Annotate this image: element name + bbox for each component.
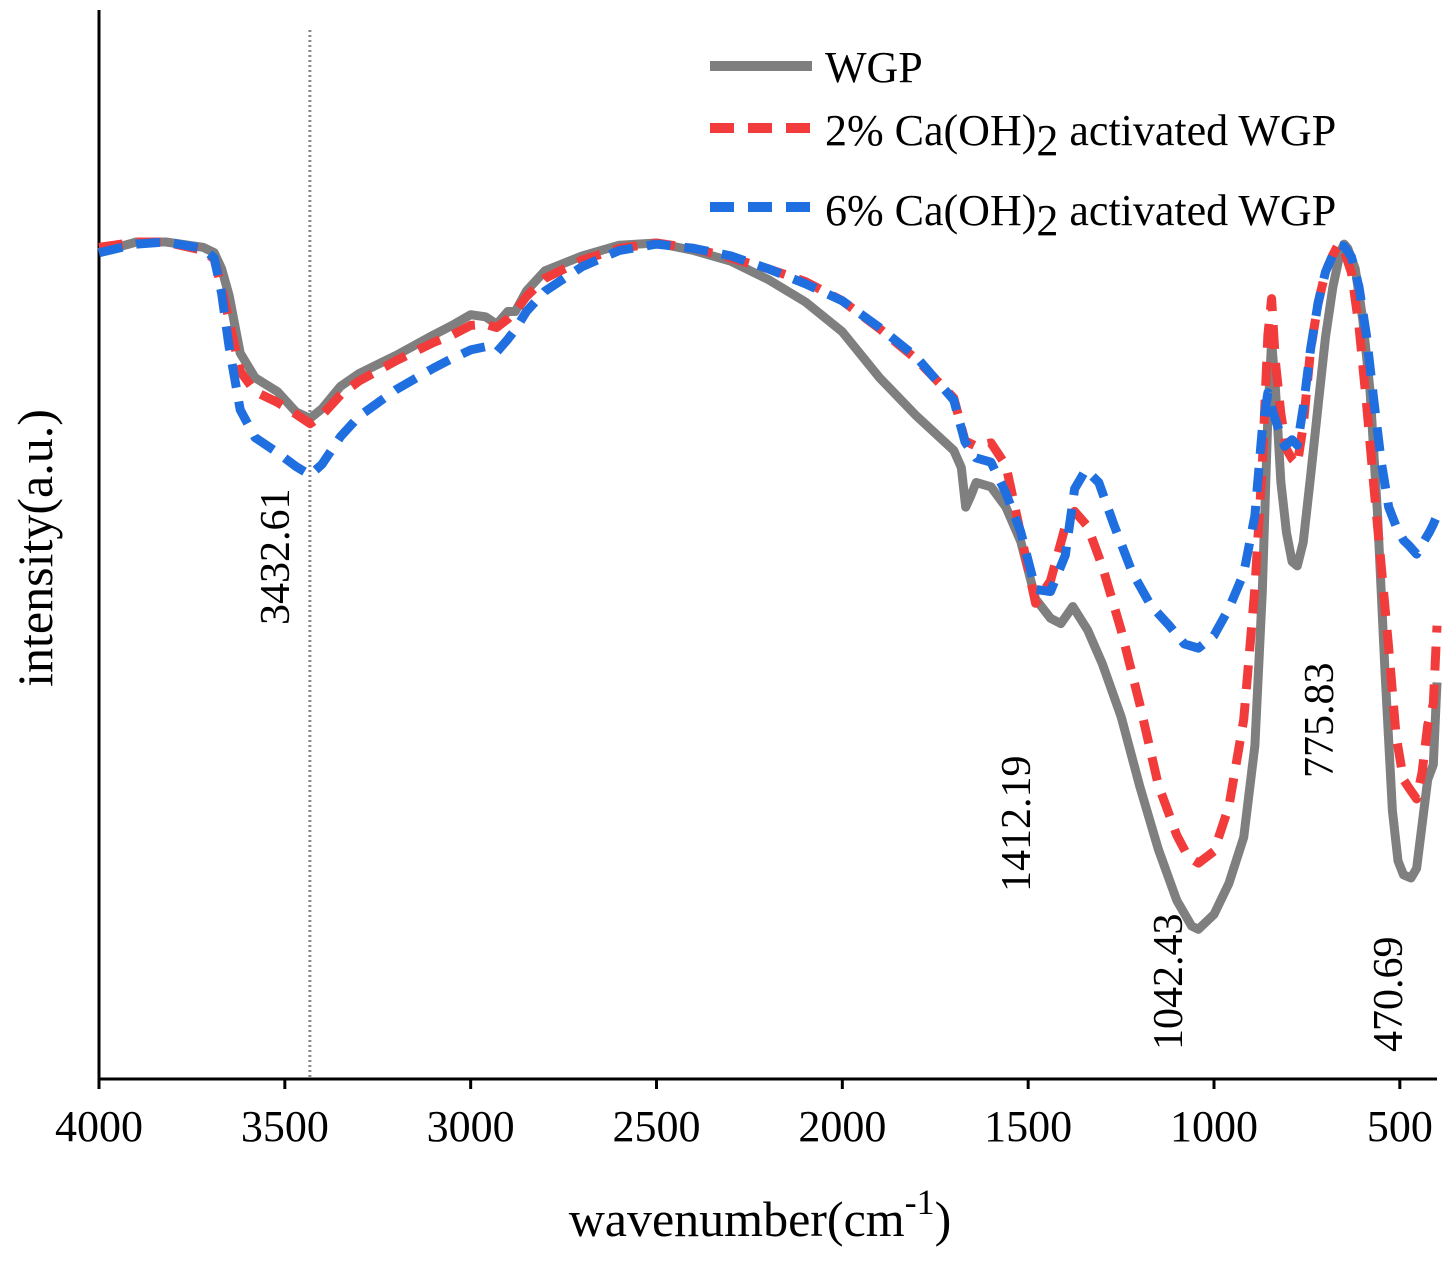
axes: 4000 3500 3000 2500 2000 1500 1000 500 — [55, 10, 1437, 1151]
peak-label-3432: 3432.61 — [253, 489, 299, 626]
x-axis-title: wavenumber(cm-1) — [569, 1182, 952, 1247]
x-tick-label-1500: 1500 — [984, 1102, 1072, 1151]
x-tick-label-2000: 2000 — [798, 1102, 886, 1151]
series-line-1 — [98, 237, 1442, 868]
peak-label-470: 470.69 — [1366, 937, 1412, 1053]
peak-label-1412: 1412.19 — [994, 756, 1040, 893]
peak-label-775: 775.83 — [1297, 663, 1343, 779]
legend-label-wgp: WGP — [825, 43, 923, 92]
x-tick-label-500: 500 — [1367, 1102, 1433, 1151]
legend: WGP 2% Ca(OH)2 activated WGP 6% Ca(OH)2 … — [710, 43, 1336, 245]
x-tick-label-3500: 3500 — [241, 1102, 329, 1151]
legend-label-6pct: 6% Ca(OH)2 activated WGP — [825, 186, 1336, 245]
x-tick-label-1000: 1000 — [1170, 1102, 1258, 1151]
series-group — [97, 237, 1442, 934]
x-tick-label-2500: 2500 — [613, 1102, 701, 1151]
x-ticks: 4000 3500 3000 2500 2000 1500 1000 500 — [55, 1079, 1433, 1151]
peak-label-1042: 1042.43 — [1146, 914, 1192, 1051]
y-axis-title: intensity(a.u.) — [7, 409, 63, 687]
x-tick-label-3000: 3000 — [427, 1102, 515, 1151]
series-line-2 — [97, 237, 1442, 653]
legend-label-2pct: 2% Ca(OH)2 activated WGP — [825, 106, 1336, 165]
x-tick-label-4000: 4000 — [55, 1102, 143, 1151]
